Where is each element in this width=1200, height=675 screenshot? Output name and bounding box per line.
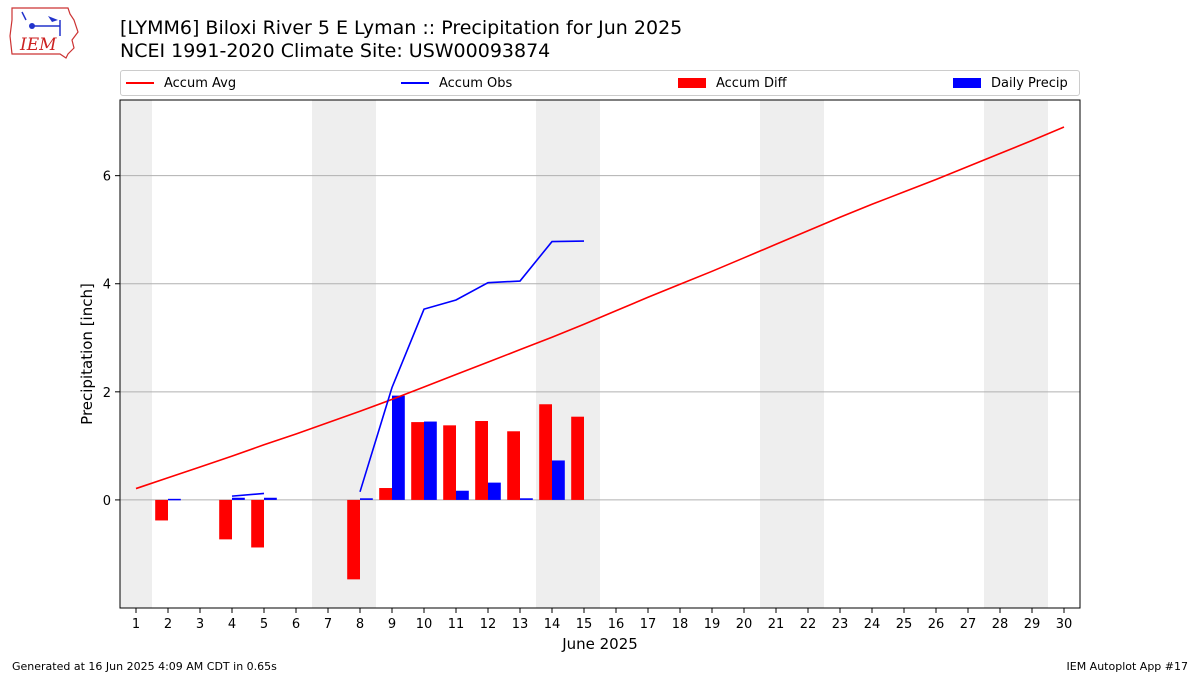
accum-diff-bar: [155, 499, 168, 521]
logo-text: IEM: [19, 35, 57, 55]
y-axis-label: Precipitation [inch]: [78, 283, 96, 425]
weekend-shade: [312, 100, 376, 608]
x-tick-label: 15: [576, 617, 593, 632]
daily-precip-bar: [520, 498, 533, 500]
accum-diff-bar: [411, 422, 424, 500]
legend-label-diff: Accum Diff: [716, 75, 787, 91]
accum-diff-bar: [475, 421, 488, 500]
title-line-2: NCEI 1991-2020 Climate Site: USW00093874: [120, 40, 551, 62]
x-tick-label: 10: [416, 617, 433, 632]
x-tick-label: 14: [544, 617, 561, 632]
legend-swatch-diff: [678, 78, 706, 88]
accum-diff-bar: [443, 425, 456, 500]
daily-precip-bar: [456, 490, 469, 500]
legend-swatch-avg: [126, 82, 154, 84]
x-tick-label: 30: [1056, 617, 1073, 632]
daily-precip-bar: [264, 497, 277, 500]
daily-precip-bar: [488, 482, 501, 500]
x-tick-label: 28: [992, 617, 1009, 632]
legend-label-daily: Daily Precip: [991, 75, 1068, 91]
plot-frame: [119, 99, 1081, 609]
x-tick-label: 29: [1024, 617, 1041, 632]
weekend-shade: [120, 100, 152, 608]
y-tick-label: 4: [103, 278, 111, 293]
x-tick-label: 16: [608, 617, 625, 632]
title-line-1: [LYMM6] Biloxi River 5 E Lyman :: Precip…: [120, 17, 683, 39]
x-tick-label: 19: [704, 617, 721, 632]
chart-title: [LYMM6] Biloxi River 5 E Lyman :: Precip…: [120, 17, 682, 63]
legend-accum-obs: Accum Obs: [401, 71, 512, 95]
legend-label-obs: Accum Obs: [439, 75, 513, 91]
daily-precip-bar: [392, 395, 405, 500]
x-tick-label: 3: [196, 617, 204, 632]
x-tick-label: 11: [448, 617, 465, 632]
weekend-shade: [760, 100, 824, 608]
x-tick-label: 27: [960, 617, 977, 632]
accum-obs-line: [231, 492, 265, 497]
x-tick-label: 22: [800, 617, 817, 632]
legend-label-avg: Accum Avg: [164, 75, 237, 91]
weekend-shade: [536, 100, 600, 608]
x-tick-label: 18: [672, 617, 689, 632]
daily-precip-bar: [168, 498, 181, 501]
daily-precip-bar: [232, 497, 245, 500]
y-tick-label: 0: [103, 494, 111, 509]
x-tick-label: 5: [260, 617, 268, 632]
legend-daily-precip: Daily Precip: [953, 71, 1068, 95]
x-tick-label: 13: [512, 617, 529, 632]
x-tick-label: 8: [356, 617, 364, 632]
accum-diff-bar: [219, 499, 232, 540]
x-axis-label: June 2025: [561, 635, 638, 653]
accum-diff-bar: [571, 416, 584, 500]
x-tick-label: 24: [864, 617, 881, 632]
legend-swatch-obs: [401, 82, 429, 84]
daily-precip-bar: [360, 498, 373, 500]
y-tick-label: 6: [103, 170, 111, 185]
daily-precip-bar: [552, 460, 565, 500]
x-tick-label: 21: [768, 617, 785, 632]
weekend-shade: [984, 100, 1048, 608]
accum-diff-bar: [251, 499, 264, 548]
x-tick-label: 20: [736, 617, 753, 632]
x-tick-label: 2: [164, 617, 172, 632]
x-tick-label: 23: [832, 617, 849, 632]
daily-precip-bar: [424, 421, 437, 500]
x-tick-label: 17: [640, 617, 657, 632]
x-tick-label: 6: [292, 617, 300, 632]
x-tick-label: 25: [896, 617, 913, 632]
legend: Accum Avg Accum Obs Accum Diff Daily Pre…: [120, 70, 1080, 96]
x-tick-label: 26: [928, 617, 945, 632]
accum-diff-bar: [347, 499, 360, 580]
legend-swatch-daily: [953, 78, 981, 88]
legend-accum-avg: Accum Avg: [126, 71, 236, 95]
accum-diff-bar: [507, 431, 520, 500]
x-tick-label: 7: [324, 617, 332, 632]
accum-obs-line: [359, 240, 585, 493]
x-tick-label: 4: [228, 617, 236, 632]
x-tick-label: 12: [480, 617, 497, 632]
iem-logo: IEM: [8, 6, 80, 60]
y-tick-label: 2: [103, 386, 111, 401]
footer-app: IEM Autoplot App #17: [1066, 660, 1189, 673]
x-tick-label: 1: [132, 617, 140, 632]
legend-accum-diff: Accum Diff: [678, 71, 787, 95]
accum-diff-bar: [539, 404, 552, 500]
accum-diff-bar: [379, 488, 392, 500]
x-tick-label: 9: [388, 617, 396, 632]
footer-generated: Generated at 16 Jun 2025 4:09 AM CDT in …: [12, 660, 277, 673]
accum-avg-line: [135, 126, 1065, 490]
